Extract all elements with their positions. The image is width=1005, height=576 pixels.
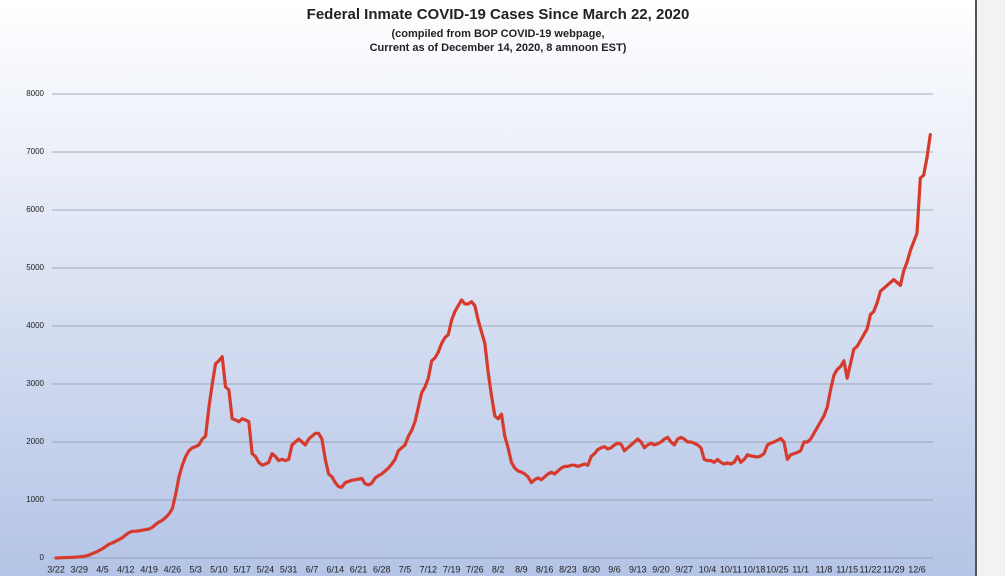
x-tick-label: 10/4 [699, 564, 717, 574]
x-tick-label: 9/20 [652, 564, 670, 574]
data-line [54, 133, 932, 560]
x-tick-label: 6/14 [326, 564, 344, 574]
x-tick-label: 3/29 [71, 564, 89, 574]
x-tick-label: 5/3 [189, 564, 202, 574]
x-tick-label: 4/5 [96, 564, 109, 574]
x-tick-label: 10/11 [720, 564, 742, 574]
x-tick-label: 11/29 [883, 564, 905, 574]
x-tick-label: 11/8 [815, 564, 832, 574]
x-tick-label: 10/25 [766, 564, 789, 574]
x-tick-label: 5/17 [233, 564, 251, 574]
x-tick-label: 7/26 [466, 564, 484, 574]
x-tick-label: 11/15 [836, 564, 858, 574]
x-tick-label: 9/6 [608, 564, 621, 574]
x-tick-label: 5/10 [210, 564, 228, 574]
y-tick-label: 1000 [26, 495, 44, 504]
margin [976, 0, 1005, 576]
y-tick-label: 7000 [26, 147, 44, 156]
y-tick-label: 4000 [26, 321, 44, 330]
x-tick-label: 8/23 [559, 564, 577, 574]
x-tick-label: 7/12 [420, 564, 438, 574]
y-tick-label: 5000 [26, 263, 44, 272]
x-tick-label: 4/19 [140, 564, 158, 574]
x-tick-label: 4/26 [164, 564, 182, 574]
x-tick-label: 6/21 [350, 564, 368, 574]
x-tick-label: 12/6 [908, 564, 926, 574]
x-tick-label: 8/2 [492, 564, 505, 574]
y-tick-label: 3000 [26, 379, 44, 388]
chart-title: Federal Inmate COVID-19 Cases Since Marc… [307, 6, 690, 23]
x-tick-label: 5/24 [257, 564, 275, 574]
x-tick-label: 6/7 [306, 564, 319, 574]
x-tick-label: 11/1 [792, 564, 809, 574]
x-tick-label: 8/9 [515, 564, 528, 574]
x-tick-label: 3/22 [47, 564, 65, 574]
y-tick-label: 6000 [26, 205, 44, 214]
x-tick-label: 6/28 [373, 564, 391, 574]
x-tick-label: 7/5 [399, 564, 412, 574]
background [0, 0, 976, 576]
x-tick-label: 7/19 [443, 564, 461, 574]
x-tick-label: 9/13 [629, 564, 647, 574]
y-tick-label: 0 [40, 553, 45, 562]
x-tick-label: 10/18 [743, 564, 766, 574]
x-tick-label: 4/12 [117, 564, 135, 574]
y-tick-label: 8000 [26, 89, 44, 98]
x-tick-label: 9/27 [676, 564, 694, 574]
x-tick-label: 8/16 [536, 564, 554, 574]
chart-subtitle: (compiled from BOP COVID-19 webpage, [391, 28, 604, 40]
x-tick-label: 11/22 [860, 564, 882, 574]
chart-subtitle: Current as of December 14, 2020, 8 amnoo… [370, 42, 627, 54]
x-tick-label: 5/31 [280, 564, 298, 574]
x-tick-label: 8/30 [582, 564, 600, 574]
y-tick-label: 2000 [26, 437, 44, 446]
